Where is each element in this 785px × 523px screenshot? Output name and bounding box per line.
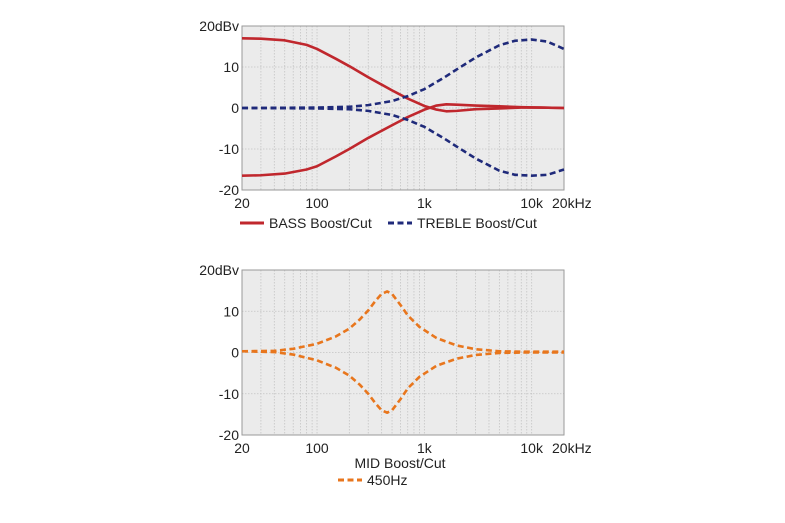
series-line <box>241 103 565 177</box>
legend-label: BASS Boost/Cut <box>269 215 372 231</box>
chart-title: MID Boost/Cut <box>354 455 445 471</box>
x-tick-label: 100 <box>305 440 329 456</box>
x-tick-label: 10k <box>520 195 544 211</box>
x-tick-label: 1k <box>417 195 433 211</box>
legend-label: 450Hz <box>367 472 407 488</box>
y-tick-label: -10 <box>219 141 239 157</box>
series-line <box>241 106 565 177</box>
y-tick-label: 20dBv <box>199 18 239 34</box>
x-tick-label: 20 <box>234 195 250 211</box>
y-tick-label: 10 <box>223 59 239 75</box>
series-line <box>241 37 565 113</box>
y-tick-label: 10 <box>223 303 239 319</box>
y-tick-label: 0 <box>231 345 239 361</box>
y-tick-label: 20dBv <box>199 262 239 278</box>
y-tick-label: -10 <box>219 386 239 402</box>
x-tick-label: 20 <box>234 440 250 456</box>
series-line <box>241 38 565 110</box>
x-tick-label: 20kHz <box>552 195 592 211</box>
x-tick-label: 1k <box>417 440 433 456</box>
y-tick-label: -20 <box>219 182 239 198</box>
x-tick-label: 100 <box>305 195 329 211</box>
y-tick-label: -20 <box>219 427 239 443</box>
x-tick-label: 20kHz <box>552 440 592 456</box>
legend-label: TREBLE Boost/Cut <box>417 215 537 231</box>
x-tick-label: 10k <box>520 440 544 456</box>
series-line <box>241 349 564 415</box>
y-tick-label: 0 <box>231 100 239 116</box>
series-line <box>241 290 564 353</box>
